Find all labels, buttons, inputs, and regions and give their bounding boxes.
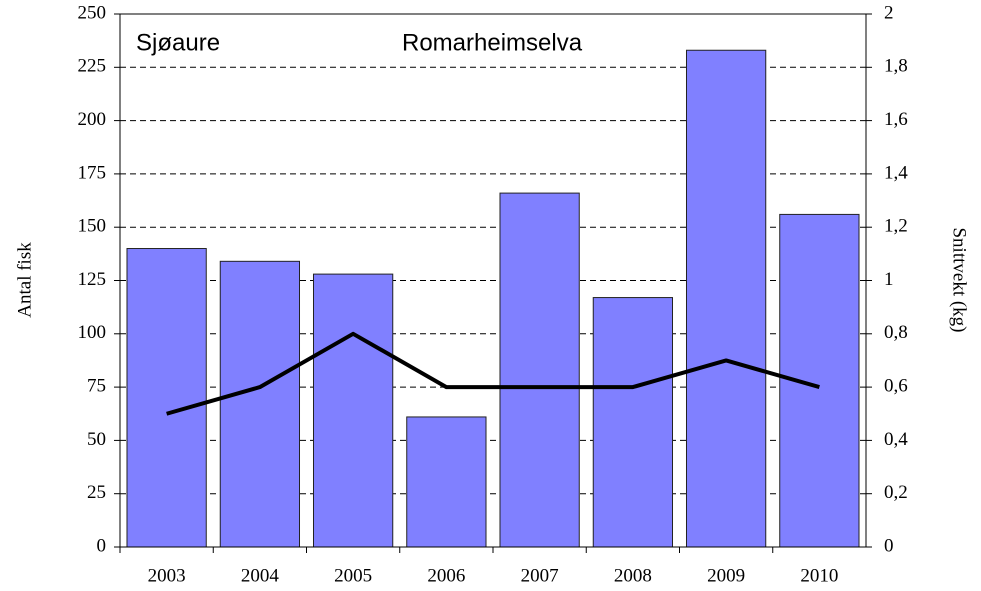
- bar: [126, 248, 207, 548]
- y-tick-label: 250: [78, 2, 107, 23]
- y2-tick-label: 1,6: [884, 109, 908, 130]
- bar: [312, 273, 394, 548]
- x-tick-label: 2007: [521, 565, 559, 586]
- y-tick-label: 125: [78, 269, 107, 290]
- bar: [499, 192, 580, 548]
- annotation: Romarheimselva: [402, 29, 583, 56]
- y-tick-label: 0: [97, 535, 107, 556]
- bar: [219, 260, 301, 548]
- x-tick-label: 2004: [241, 565, 280, 586]
- y2-tick-label: 0,2: [884, 482, 908, 503]
- bar: [592, 297, 674, 548]
- y-tick-label: 225: [78, 56, 107, 77]
- y-tick-label: 75: [87, 375, 106, 396]
- y-tick-label: 50: [87, 429, 106, 450]
- y-tick-label: 200: [78, 109, 107, 130]
- x-tick-label: 2008: [614, 565, 652, 586]
- y2-tick-label: 0: [884, 535, 894, 556]
- y2-tick-label: 0,4: [884, 429, 908, 450]
- x-tick-label: 2005: [334, 565, 372, 586]
- y-tick-label: 175: [78, 162, 107, 183]
- y2-tick-label: 1: [884, 269, 894, 290]
- y-tick-label: 100: [78, 322, 107, 343]
- y-tick-label: 150: [78, 216, 107, 237]
- x-tick-label: 2006: [427, 565, 465, 586]
- y-axis-label: Antal fisk: [14, 242, 35, 318]
- y2-tick-label: 2: [884, 2, 894, 23]
- y2-tick-label: 1,2: [884, 216, 908, 237]
- y2-tick-label: 1,4: [884, 162, 908, 183]
- bar: [685, 49, 767, 548]
- x-tick-label: 2003: [148, 565, 186, 586]
- x-tick-label: 2009: [707, 565, 745, 586]
- y2-axis-label: Snittvekt (kg): [949, 227, 970, 332]
- plot-frame: [119, 13, 867, 548]
- y2-tick-label: 0,6: [884, 375, 908, 396]
- x-tick-label: 2010: [800, 565, 838, 586]
- y2-tick-label: 1,8: [884, 56, 908, 77]
- y2-tick-label: 0,8: [884, 322, 908, 343]
- line: [166, 331, 820, 416]
- bar: [406, 416, 487, 548]
- y-tick-label: 25: [87, 482, 106, 503]
- annotation: Sjøaure: [136, 29, 220, 56]
